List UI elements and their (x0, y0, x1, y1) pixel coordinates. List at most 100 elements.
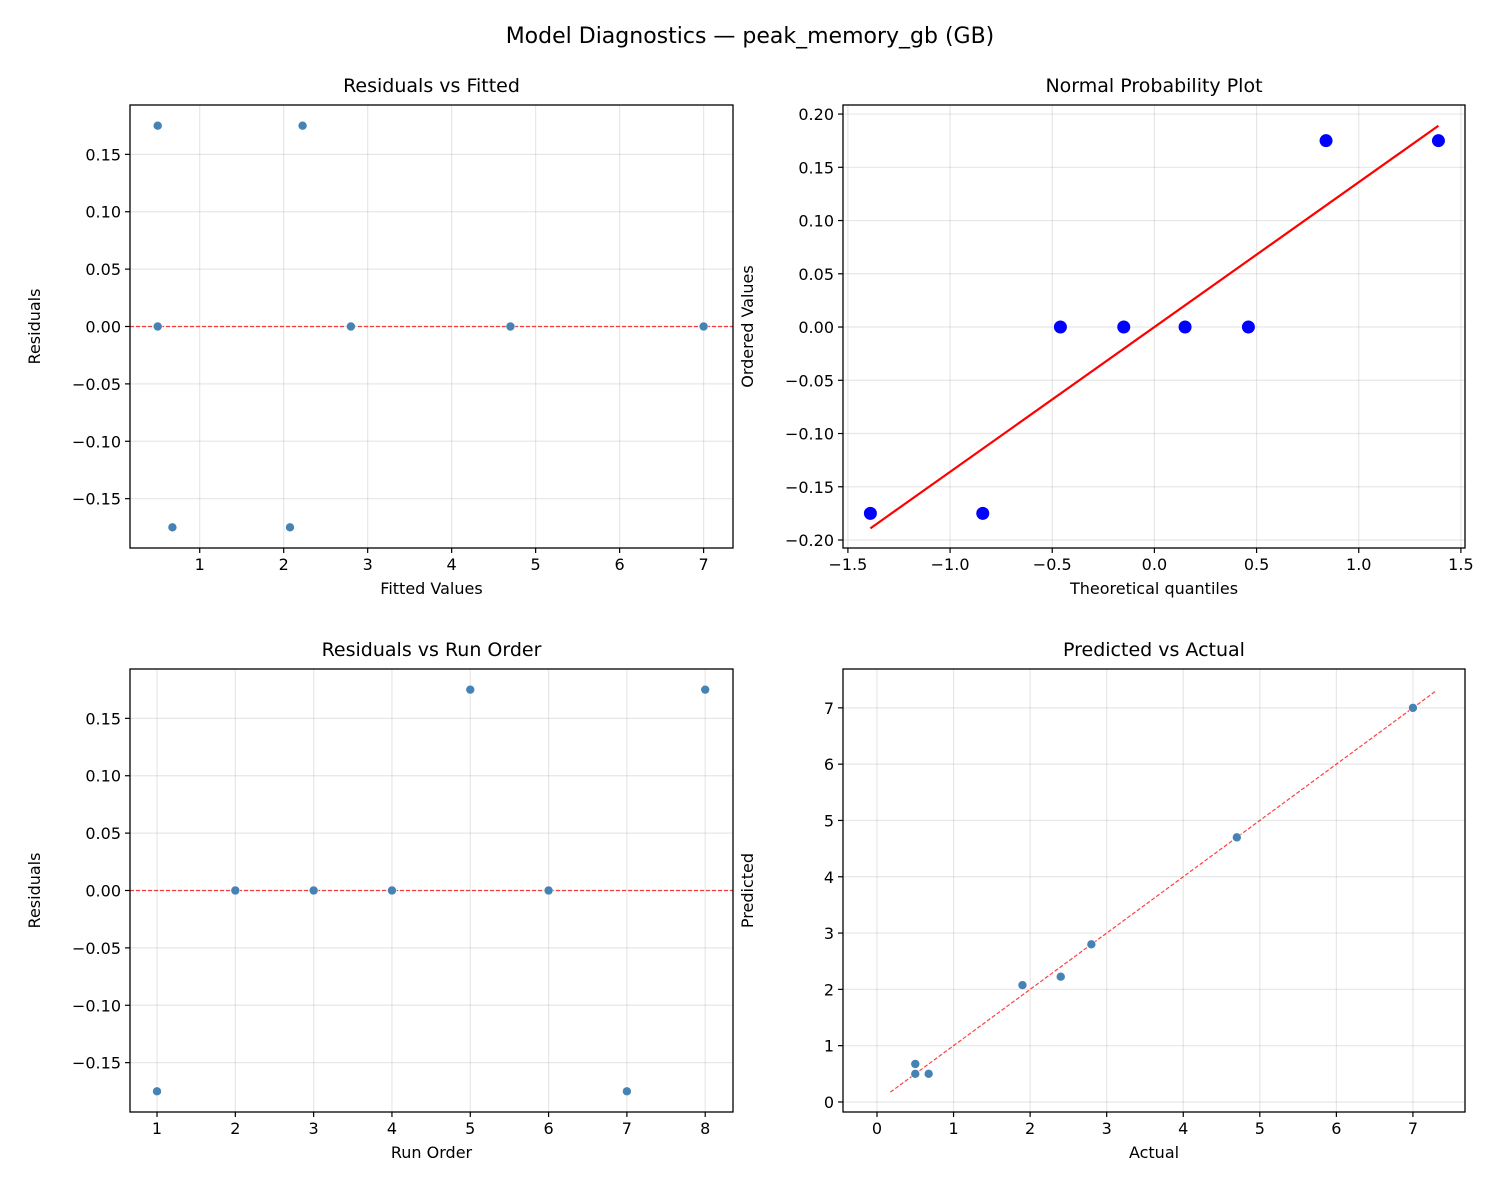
x-axis-label: Actual (1129, 1143, 1179, 1162)
x-tick-label: 0.0 (1142, 555, 1167, 574)
subplot-2: −1.5 −1.0 −0.5 0.0 0.5 1.0 1.5 −0.20 −0.15 −0.10 −… (738, 75, 1474, 598)
y-tick-label: 0.05 (85, 260, 121, 279)
data-point (910, 1059, 921, 1069)
y-tick-label: 7 (824, 699, 834, 718)
axes-frame (129, 668, 734, 1113)
data-point (387, 885, 397, 896)
data-point (1086, 939, 1097, 950)
x-tick-label: 4 (1178, 1119, 1188, 1138)
x-tick-label: 8 (700, 1119, 710, 1138)
data-point (1055, 971, 1066, 982)
x-tick-label: 1 (195, 555, 205, 574)
x-tick-label: 3 (1102, 1119, 1112, 1138)
y-tick-label: 1 (824, 1037, 834, 1056)
y-tick-label: 0.00 (85, 882, 121, 901)
data-point (1117, 320, 1131, 334)
figure-title: Model Diagnostics — peak_memory_gb (GB) (506, 24, 995, 49)
data-point (308, 885, 319, 896)
y-tick-label: −0.20 (785, 531, 834, 550)
x-tick-label: 3 (363, 555, 373, 574)
x-tick-label: 5 (531, 555, 541, 574)
x-tick-label: 6 (1331, 1119, 1341, 1138)
reference-line (869, 124, 1440, 530)
y-axis-label: Predicted (738, 853, 757, 928)
data-point (1232, 832, 1242, 843)
y-tick-label: −0.05 (785, 371, 834, 390)
y-tick-label: −0.10 (785, 425, 834, 444)
data-point (285, 522, 295, 533)
data-point (1053, 320, 1067, 334)
subplot-title: Normal Probability Plot (1045, 75, 1262, 97)
x-tick-label: 5 (1255, 1119, 1265, 1138)
data-point (976, 506, 990, 520)
x-tick-label: 2 (1025, 1119, 1035, 1138)
subplot-title: Residuals vs Run Order (322, 639, 542, 661)
y-tick-label: −0.10 (72, 996, 121, 1015)
data-point (1408, 703, 1418, 713)
x-tick-label: 2 (279, 555, 289, 574)
y-tick-label: 3 (824, 924, 834, 943)
x-tick-label: 3 (309, 1119, 319, 1138)
data-point (152, 1086, 162, 1097)
y-tick-label: 4 (824, 868, 834, 887)
y-tick-label: −0.10 (72, 432, 121, 451)
x-tick-label: −0.5 (1033, 555, 1072, 574)
y-tick-label: 0.00 (85, 318, 121, 337)
data-point (543, 885, 554, 896)
y-tick-label: 0.05 (798, 265, 834, 284)
subplot-3: 1 2 3 4 5 6 7 8 −0.15 −0.10 −0.05 0.00 0.05 0.10 0.15 R… (25, 639, 734, 1162)
data-point (1431, 134, 1445, 148)
y-tick-label: 0.15 (85, 709, 121, 728)
y-tick-label: −0.15 (72, 1054, 121, 1073)
x-axis-label: Run Order (391, 1143, 473, 1162)
y-tick-label: 6 (824, 755, 834, 774)
x-tick-label: 1.0 (1346, 555, 1371, 574)
y-tick-label: −0.15 (72, 490, 121, 509)
x-tick-label: 5 (465, 1119, 475, 1138)
x-tick-label: 6 (543, 1119, 553, 1138)
y-tick-label: 0.15 (798, 158, 834, 177)
data-point (863, 506, 877, 520)
x-tick-label: 4 (387, 1119, 397, 1138)
x-tick-label: 7 (1408, 1119, 1418, 1138)
x-tick-label: 2 (230, 1119, 240, 1138)
x-axis-label: Fitted Values (380, 579, 482, 598)
y-tick-label: 0.10 (798, 212, 834, 231)
subplot-title: Residuals vs Fitted (343, 75, 520, 97)
y-tick-label: 5 (824, 811, 834, 830)
y-tick-label: −0.05 (72, 939, 121, 958)
x-tick-label: 7 (699, 555, 709, 574)
y-tick-label: 0.20 (798, 105, 834, 124)
axes-frame (129, 104, 734, 549)
data-point (152, 120, 163, 131)
reference-line (890, 690, 1437, 1093)
subplot-1: 1 2 3 4 5 6 7 −0.15 −0.10 −0.05 0.00 0.05 0.10 0.15 Re… (25, 75, 734, 598)
data-point (152, 321, 163, 332)
data-point (230, 885, 241, 896)
data-point (1178, 320, 1192, 334)
y-axis-label: Residuals (25, 853, 44, 929)
data-point (1017, 980, 1028, 990)
x-tick-label: 1 (948, 1119, 958, 1138)
x-tick-label: 6 (615, 555, 625, 574)
y-axis-label: Ordered Values (738, 265, 757, 387)
y-tick-label: −0.15 (785, 478, 834, 497)
x-tick-label: 1 (152, 1119, 162, 1138)
y-tick-label: 0 (824, 1093, 834, 1112)
axes-frame (842, 104, 1466, 549)
data-point (297, 120, 308, 131)
subplot-title: Predicted vs Actual (1063, 639, 1245, 661)
subplot-4: 0 1 2 3 4 5 6 7 0 1 2 3 4 5 6 7 Predicted vs Actual Actua… (738, 639, 1466, 1162)
x-tick-label: −1.0 (931, 555, 970, 574)
x-tick-label: 0 (872, 1119, 882, 1138)
y-axis-label: Residuals (25, 289, 44, 365)
x-tick-label: 4 (447, 555, 457, 574)
x-tick-label: 7 (622, 1119, 632, 1138)
data-point (465, 684, 476, 695)
y-tick-label: 0.10 (85, 203, 121, 222)
x-tick-label: 0.5 (1244, 555, 1269, 574)
data-point (923, 1069, 934, 1079)
data-point (346, 321, 356, 332)
y-tick-label: 0.10 (85, 767, 121, 786)
